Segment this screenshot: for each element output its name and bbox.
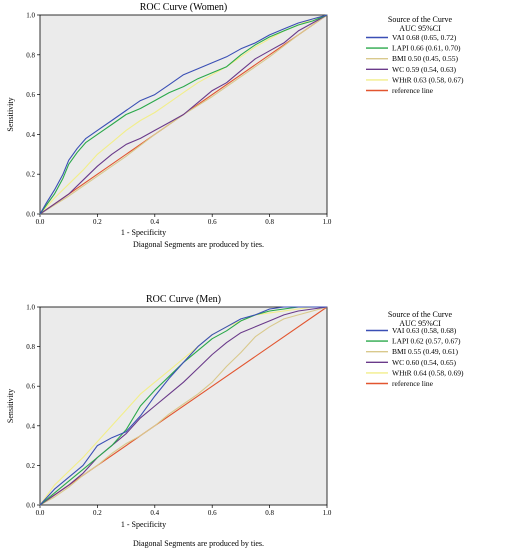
legend-subtitle: AUC 95%CI [399, 319, 441, 328]
y-tick-label: 0.8 [26, 51, 35, 59]
footnote: Diagonal Segments are produced by ties. [133, 240, 264, 249]
x-tick-label: 0.0 [36, 218, 45, 226]
series-line-bmi [39, 306, 328, 506]
x-tick-label: 0.8 [265, 509, 274, 517]
legend-title: Source of the Curve [388, 310, 453, 319]
chart-title: ROC Curve (Women) [140, 2, 228, 13]
y-tick-label: 0.2 [26, 462, 35, 470]
x-tick-label: 1.0 [323, 218, 332, 226]
legend-label-whtr: WHtR 0.63 (0.58, 0.67) [392, 75, 464, 84]
y-tick-label: 1.0 [26, 12, 35, 20]
legend-label-vai: VAI 0.63 (0.58, 0.68) [392, 326, 457, 335]
legend-label-bmi: BMI 0.55 (0.49, 0.61) [392, 347, 459, 356]
chart-panel-0: ROC Curve (Women) 0.0 0.2 0.4 0.6 0.8 1.0 0.0 0.… [6, 2, 464, 249]
legend-label-lapi: LAPI 0.66 (0.61, 0.70) [392, 44, 461, 53]
y-tick-label: 0.0 [26, 211, 35, 219]
x-tick-label: 0.4 [150, 218, 159, 226]
x-tick-label: 0.6 [208, 218, 217, 226]
x-axis-label: 1 - Specificity [121, 520, 166, 529]
series-line-lapi [39, 14, 328, 215]
y-tick-label: 0.6 [26, 383, 35, 391]
y-axis-label: Sensitivity [6, 389, 15, 423]
y-axis-label: Sensitivity [6, 97, 15, 131]
legend-title: Source of the Curve [388, 15, 453, 24]
series-line-vai [39, 14, 328, 215]
x-tick-label: 0.6 [208, 509, 217, 517]
series-line-whtr [39, 306, 327, 506]
chart-panel-1: ROC Curve (Men) 0.0 0.2 0.4 0.6 0.8 1.0 0.0 0.2 0… [6, 294, 464, 548]
y-tick-label: 0.6 [26, 91, 35, 99]
y-tick-label: 0.8 [26, 343, 35, 351]
y-tick-label: 0.4 [26, 131, 35, 139]
x-tick-label: 0.0 [36, 509, 45, 517]
footnote: Diagonal Segments are produced by ties. [133, 539, 264, 548]
series-line-wc [39, 14, 328, 215]
legend-label-reference-line: reference line [392, 379, 434, 388]
x-tick-label: 0.4 [150, 509, 159, 517]
legend-label-reference-line: reference line [392, 86, 434, 95]
chart-title: ROC Curve (Men) [146, 294, 221, 305]
series-line-vai [39, 306, 327, 506]
legend-label-whtr: WHtR 0.64 (0.58, 0.69) [392, 368, 464, 377]
x-tick-label: 0.8 [265, 218, 274, 226]
series-line-wc [39, 306, 328, 506]
legend-label-wc: WC 0.60 (0.54, 0.65) [392, 358, 456, 367]
x-axis-label: 1 - Specificity [121, 228, 166, 237]
x-tick-label: 0.2 [93, 509, 102, 517]
x-tick-label: 0.2 [93, 218, 102, 226]
y-tick-label: 1.0 [26, 304, 35, 312]
legend-label-vai: VAI 0.68 (0.65, 0.72) [392, 33, 457, 42]
legend-subtitle: AUC 95%CI [399, 24, 441, 33]
y-tick-label: 0.2 [26, 171, 35, 179]
x-tick-label: 1.0 [323, 509, 332, 517]
y-tick-label: 0.0 [26, 502, 35, 510]
legend-label-wc: WC 0.59 (0.54, 0.63) [392, 65, 456, 74]
legend-label-lapi: LAPI 0.62 (0.57, 0.67) [392, 337, 461, 346]
y-tick-label: 0.4 [26, 422, 35, 430]
legend-label-bmi: BMI 0.50 (0.45, 0.55) [392, 54, 459, 63]
series-line-whtr [39, 14, 328, 215]
